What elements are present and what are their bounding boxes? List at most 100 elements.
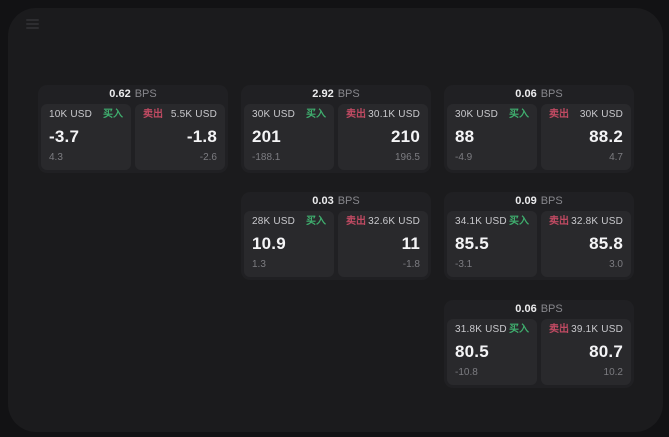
bps-label: BPS <box>540 195 563 207</box>
buy-button[interactable]: 买入 <box>306 216 326 227</box>
sell-pane-header: 卖出 32.6K USD <box>346 217 420 227</box>
sell-delta: 4.7 <box>609 152 623 163</box>
buy-delta: -3.1 <box>455 259 473 270</box>
buy-pane-header: 10K USD 买入 <box>49 110 123 120</box>
buy-amount: 31.8K USD <box>455 324 507 335</box>
sell-amount: 30K USD <box>579 109 623 120</box>
quote-card: 0.62 BPS 10K USD 买入 -3.7 4.3 卖出 5.5K USD… <box>38 85 228 173</box>
bps-value: 0.06 <box>515 303 537 315</box>
buy-amount: 30K USD <box>455 109 499 120</box>
buy-pane-header: 34.1K USD 买入 <box>455 217 529 227</box>
buy-button[interactable]: 买入 <box>509 216 529 227</box>
buy-amount: 34.1K USD <box>455 216 507 227</box>
sell-delta: 196.5 <box>394 152 420 163</box>
card-header: 0.09 BPS <box>444 192 634 211</box>
buy-pane[interactable]: 34.1K USD 买入 85.5 -3.1 <box>447 211 537 277</box>
buy-delta: -10.8 <box>455 367 478 378</box>
card-body: 30K USD 买入 88 -4.9 卖出 30K USD 88.2 4.7 <box>444 104 634 170</box>
sell-pane[interactable]: 卖出 5.5K USD -1.8 -2.6 <box>135 104 225 170</box>
bps-value: 0.62 <box>109 88 131 100</box>
sell-button[interactable]: 卖出 <box>143 109 163 120</box>
card-body: 28K USD 买入 10.9 1.3 卖出 32.6K USD 11 -1.8 <box>241 211 431 277</box>
quote-card: 2.92 BPS 30K USD 买入 201 -188.1 卖出 30.1K … <box>241 85 431 173</box>
buy-price: 80.5 <box>455 342 489 361</box>
buy-amount: 30K USD <box>252 109 296 120</box>
buy-pane-header: 30K USD 买入 <box>252 110 326 120</box>
buy-price: 10.9 <box>252 234 286 253</box>
quote-card: 0.06 BPS 30K USD 买入 88 -4.9 卖出 30K USD 8… <box>444 85 634 173</box>
sell-pane-header: 卖出 32.8K USD <box>549 217 623 227</box>
bps-label: BPS <box>540 303 563 315</box>
card-header: 0.03 BPS <box>241 192 431 211</box>
buy-pane[interactable]: 30K USD 买入 201 -188.1 <box>244 104 334 170</box>
buy-pane-header: 28K USD 买入 <box>252 217 326 227</box>
buy-pane-header: 31.8K USD 买入 <box>455 325 529 335</box>
bps-label: BPS <box>337 88 360 100</box>
sell-pane-header: 卖出 39.1K USD <box>549 325 623 335</box>
bps-label: BPS <box>134 88 157 100</box>
card-header: 2.92 BPS <box>241 85 431 104</box>
sell-pane[interactable]: 卖出 32.6K USD 11 -1.8 <box>338 211 428 277</box>
buy-pane[interactable]: 31.8K USD 买入 80.5 -10.8 <box>447 319 537 385</box>
bps-value: 0.06 <box>515 88 537 100</box>
card-body: 34.1K USD 买入 85.5 -3.1 卖出 32.8K USD 85.8… <box>444 211 634 277</box>
bps-value: 2.92 <box>312 88 334 100</box>
sell-price: 210 <box>391 127 420 146</box>
buy-amount: 28K USD <box>252 216 296 227</box>
sell-price: 11 <box>401 234 420 253</box>
sell-amount: 39.1K USD <box>571 324 623 335</box>
bps-value: 0.09 <box>515 195 537 207</box>
sell-amount: 5.5K USD <box>170 109 217 120</box>
buy-price: 85.5 <box>455 234 489 253</box>
bps-label: BPS <box>337 195 360 207</box>
buy-delta: -4.9 <box>455 152 473 163</box>
buy-delta: -188.1 <box>252 152 281 163</box>
sell-delta: -2.6 <box>199 152 217 163</box>
sell-pane-header: 卖出 5.5K USD <box>143 110 217 120</box>
sell-price: 88.2 <box>589 127 623 146</box>
card-body: 10K USD 买入 -3.7 4.3 卖出 5.5K USD -1.8 -2.… <box>38 104 228 170</box>
card-body: 30K USD 买入 201 -188.1 卖出 30.1K USD 210 1… <box>241 104 431 170</box>
card-body: 31.8K USD 买入 80.5 -10.8 卖出 39.1K USD 80.… <box>444 319 634 385</box>
sell-price: 80.7 <box>589 342 623 361</box>
buy-pane-header: 30K USD 买入 <box>455 110 529 120</box>
sell-price: 85.8 <box>589 234 623 253</box>
sell-delta: 10.2 <box>603 367 623 378</box>
card-header: 0.62 BPS <box>38 85 228 104</box>
sell-price: -1.8 <box>186 127 217 146</box>
buy-pane[interactable]: 30K USD 买入 88 -4.9 <box>447 104 537 170</box>
buy-amount: 10K USD <box>49 109 93 120</box>
card-header: 0.06 BPS <box>444 300 634 319</box>
buy-pane[interactable]: 10K USD 买入 -3.7 4.3 <box>41 104 131 170</box>
buy-button[interactable]: 买入 <box>509 109 529 120</box>
sell-button[interactable]: 卖出 <box>346 109 366 120</box>
sell-pane[interactable]: 卖出 39.1K USD 80.7 10.2 <box>541 319 631 385</box>
sell-button[interactable]: 卖出 <box>549 324 569 335</box>
sell-pane[interactable]: 卖出 30.1K USD 210 196.5 <box>338 104 428 170</box>
bps-label: BPS <box>540 88 563 100</box>
sell-pane-header: 卖出 30K USD <box>549 110 623 120</box>
buy-button[interactable]: 买入 <box>509 324 529 335</box>
buy-button[interactable]: 买入 <box>103 109 123 120</box>
buy-price: -3.7 <box>49 127 80 146</box>
card-header: 0.06 BPS <box>444 85 634 104</box>
sell-button[interactable]: 卖出 <box>549 216 569 227</box>
sell-button[interactable]: 卖出 <box>549 109 569 120</box>
sell-amount: 30.1K USD <box>368 109 420 120</box>
sell-amount: 32.6K USD <box>368 216 420 227</box>
sell-pane[interactable]: 卖出 32.8K USD 85.8 3.0 <box>541 211 631 277</box>
sell-amount: 32.8K USD <box>571 216 623 227</box>
buy-button[interactable]: 买入 <box>306 109 326 120</box>
menu-icon[interactable] <box>26 19 39 29</box>
buy-price: 88 <box>455 127 475 146</box>
buy-delta: 4.3 <box>49 152 63 163</box>
sell-delta: 3.0 <box>609 259 623 270</box>
sell-pane-header: 卖出 30.1K USD <box>346 110 420 120</box>
sell-pane[interactable]: 卖出 30K USD 88.2 4.7 <box>541 104 631 170</box>
quote-card: 0.03 BPS 28K USD 买入 10.9 1.3 卖出 32.6K US… <box>241 192 431 280</box>
buy-pane[interactable]: 28K USD 买入 10.9 1.3 <box>244 211 334 277</box>
buy-price: 201 <box>252 127 281 146</box>
bps-value: 0.03 <box>312 195 334 207</box>
quote-card: 0.06 BPS 31.8K USD 买入 80.5 -10.8 卖出 39.1… <box>444 300 634 388</box>
sell-button[interactable]: 卖出 <box>346 216 366 227</box>
